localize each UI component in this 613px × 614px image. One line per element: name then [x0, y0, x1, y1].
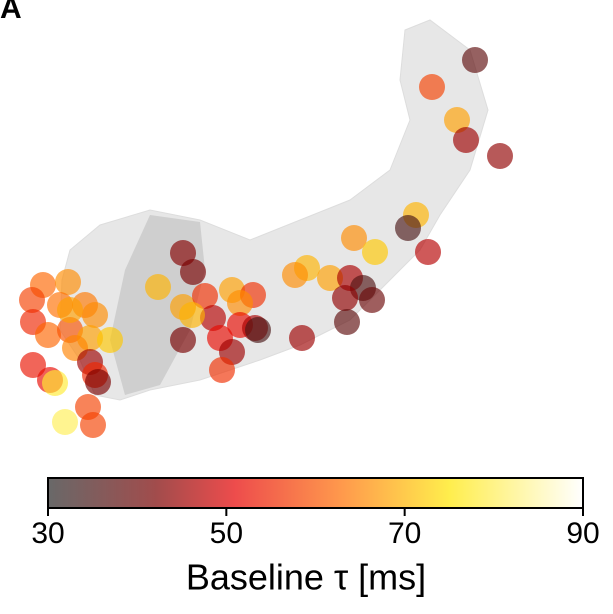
point — [227, 290, 253, 316]
point — [35, 322, 61, 348]
point — [341, 225, 367, 251]
point — [332, 285, 358, 311]
colorbar-tick-label: 50 — [210, 517, 243, 550]
point — [82, 302, 108, 328]
point — [52, 409, 78, 435]
colorbar-frame — [47, 477, 584, 509]
point — [444, 107, 470, 133]
point — [462, 47, 488, 73]
point — [179, 302, 205, 328]
point — [453, 127, 479, 153]
points — [19, 47, 513, 438]
colorbar-label: Baseline τ [ms] — [186, 557, 426, 598]
point — [245, 317, 271, 343]
point — [170, 327, 196, 353]
point — [362, 239, 388, 265]
point — [334, 309, 360, 335]
point — [180, 259, 206, 285]
colorbar-tick-label: 30 — [31, 517, 64, 550]
colorbar-tick-label: 90 — [566, 517, 599, 550]
point — [80, 412, 106, 438]
point — [42, 370, 68, 396]
point — [57, 297, 83, 323]
point — [85, 369, 111, 395]
point — [19, 287, 45, 313]
point — [359, 287, 385, 313]
panel-label: A — [0, 0, 22, 25]
point — [415, 239, 441, 265]
point — [145, 274, 171, 300]
point — [282, 262, 308, 288]
point — [419, 74, 445, 100]
point — [487, 143, 513, 169]
point — [317, 265, 343, 291]
point — [20, 352, 46, 378]
point — [289, 325, 315, 351]
point — [395, 215, 421, 241]
colorbar-tick-label: 70 — [388, 517, 421, 550]
point — [200, 305, 226, 331]
point — [192, 283, 218, 309]
point — [97, 327, 123, 353]
point — [209, 357, 235, 383]
colorbar-fill — [48, 478, 583, 508]
point — [55, 269, 81, 295]
